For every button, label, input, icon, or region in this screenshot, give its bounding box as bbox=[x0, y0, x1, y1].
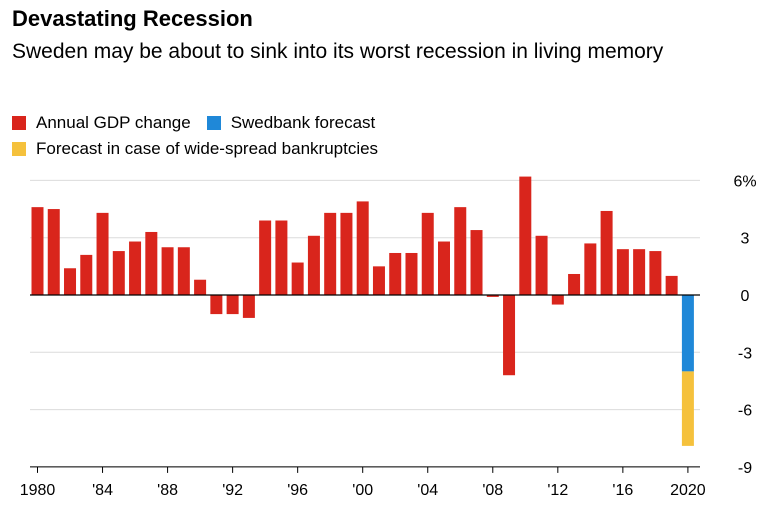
x-tick-label: '84 bbox=[92, 482, 113, 499]
x-tick-label: 1980 bbox=[20, 482, 56, 499]
bar-2002 bbox=[389, 252, 402, 295]
bar-1984 bbox=[96, 212, 109, 295]
bar-1991 bbox=[210, 295, 223, 315]
legend-item-bankruptcies: Forecast in case of wide-spread bankrupt… bbox=[12, 139, 378, 159]
x-tick-label: '08 bbox=[482, 482, 503, 499]
bar-1983 bbox=[80, 254, 93, 295]
x-tick-label: 2020 bbox=[670, 482, 706, 499]
bar-2019 bbox=[665, 275, 678, 295]
x-tick-label: '12 bbox=[547, 482, 568, 499]
bar-1993 bbox=[242, 295, 255, 318]
x-axis: 1980 '84 '88 '92 '96 '00 '04 '08 '12 '16 2020 bbox=[20, 466, 706, 499]
bar-1986 bbox=[129, 241, 142, 295]
legend-item-swedbank: Swedbank forecast bbox=[206, 113, 376, 133]
legend-swatch-bankruptcies bbox=[12, 142, 26, 156]
bar-2010 bbox=[519, 176, 532, 295]
bar-2005 bbox=[438, 241, 450, 295]
bar-1988 bbox=[161, 247, 174, 295]
legend: Annual GDP change Swedbank forecast Fore… bbox=[12, 110, 394, 162]
bars bbox=[30, 176, 700, 446]
legend-label-bankruptcies: Forecast in case of wide-spread bankrupt… bbox=[36, 139, 379, 158]
bar-2006 bbox=[454, 207, 467, 295]
bar-2013 bbox=[568, 273, 581, 295]
bar-2011 bbox=[535, 235, 548, 295]
y-tick-label: 6% bbox=[733, 173, 756, 190]
legend-swatch-gdp bbox=[12, 116, 26, 130]
bar-1999 bbox=[340, 212, 353, 295]
bar-2012 bbox=[551, 295, 564, 305]
bar-2007 bbox=[470, 230, 483, 295]
chart-subtitle: Sweden may be about to sink into its wor… bbox=[12, 40, 664, 63]
chart-title: Devastating Recession bbox=[12, 6, 253, 31]
y-tick-label: 3 bbox=[741, 231, 750, 248]
bar-1987 bbox=[145, 231, 158, 295]
bar-2017 bbox=[633, 249, 646, 295]
legend-label-gdp: Annual GDP change bbox=[36, 113, 191, 132]
bar-1981 bbox=[47, 209, 60, 295]
legend-item-gdp: Annual GDP change bbox=[12, 113, 191, 133]
y-tick-label: -6 bbox=[738, 403, 752, 420]
y-tick-label: -9 bbox=[738, 460, 752, 477]
bar-1985 bbox=[112, 251, 125, 295]
bar-2003 bbox=[405, 252, 418, 295]
bar-1990 bbox=[194, 279, 207, 295]
bar-1995 bbox=[275, 220, 288, 295]
bar-2018 bbox=[649, 251, 662, 295]
bar-2004 bbox=[421, 212, 434, 295]
bar-2016 bbox=[616, 249, 629, 295]
x-tick-label: '16 bbox=[612, 482, 633, 499]
y-tick-label: 0 bbox=[741, 288, 750, 305]
x-tick-label: '00 bbox=[352, 482, 373, 499]
bar-1982 bbox=[64, 268, 77, 295]
legend-label-swedbank: Swedbank forecast bbox=[230, 113, 376, 132]
bar-2009 bbox=[503, 295, 516, 376]
bar-2015 bbox=[600, 210, 613, 295]
bar-2001 bbox=[372, 266, 385, 295]
y-tick-label: -3 bbox=[738, 345, 752, 362]
forecast-bar-segment-2 bbox=[681, 371, 694, 446]
bar-2008 bbox=[486, 295, 499, 297]
legend-swatch-swedbank bbox=[206, 116, 221, 130]
bar-1998 bbox=[324, 212, 337, 295]
x-tick-label: '88 bbox=[157, 482, 178, 499]
y-axis-labels: 6% 3 0 -3 -6 -9 bbox=[733, 173, 756, 477]
bar-2000 bbox=[356, 201, 369, 295]
forecast-bar-segment-1 bbox=[681, 295, 694, 372]
x-tick-label: '92 bbox=[222, 482, 243, 499]
bar-1994 bbox=[259, 220, 272, 295]
x-tick-label: '04 bbox=[417, 482, 438, 499]
bar-1996 bbox=[291, 262, 304, 295]
bar-1989 bbox=[177, 247, 190, 295]
x-tick-label: '96 bbox=[287, 482, 308, 499]
bar-1992 bbox=[226, 295, 239, 315]
bar-1980 bbox=[31, 207, 44, 295]
bar-2014 bbox=[584, 243, 597, 295]
bar-1997 bbox=[307, 235, 320, 295]
